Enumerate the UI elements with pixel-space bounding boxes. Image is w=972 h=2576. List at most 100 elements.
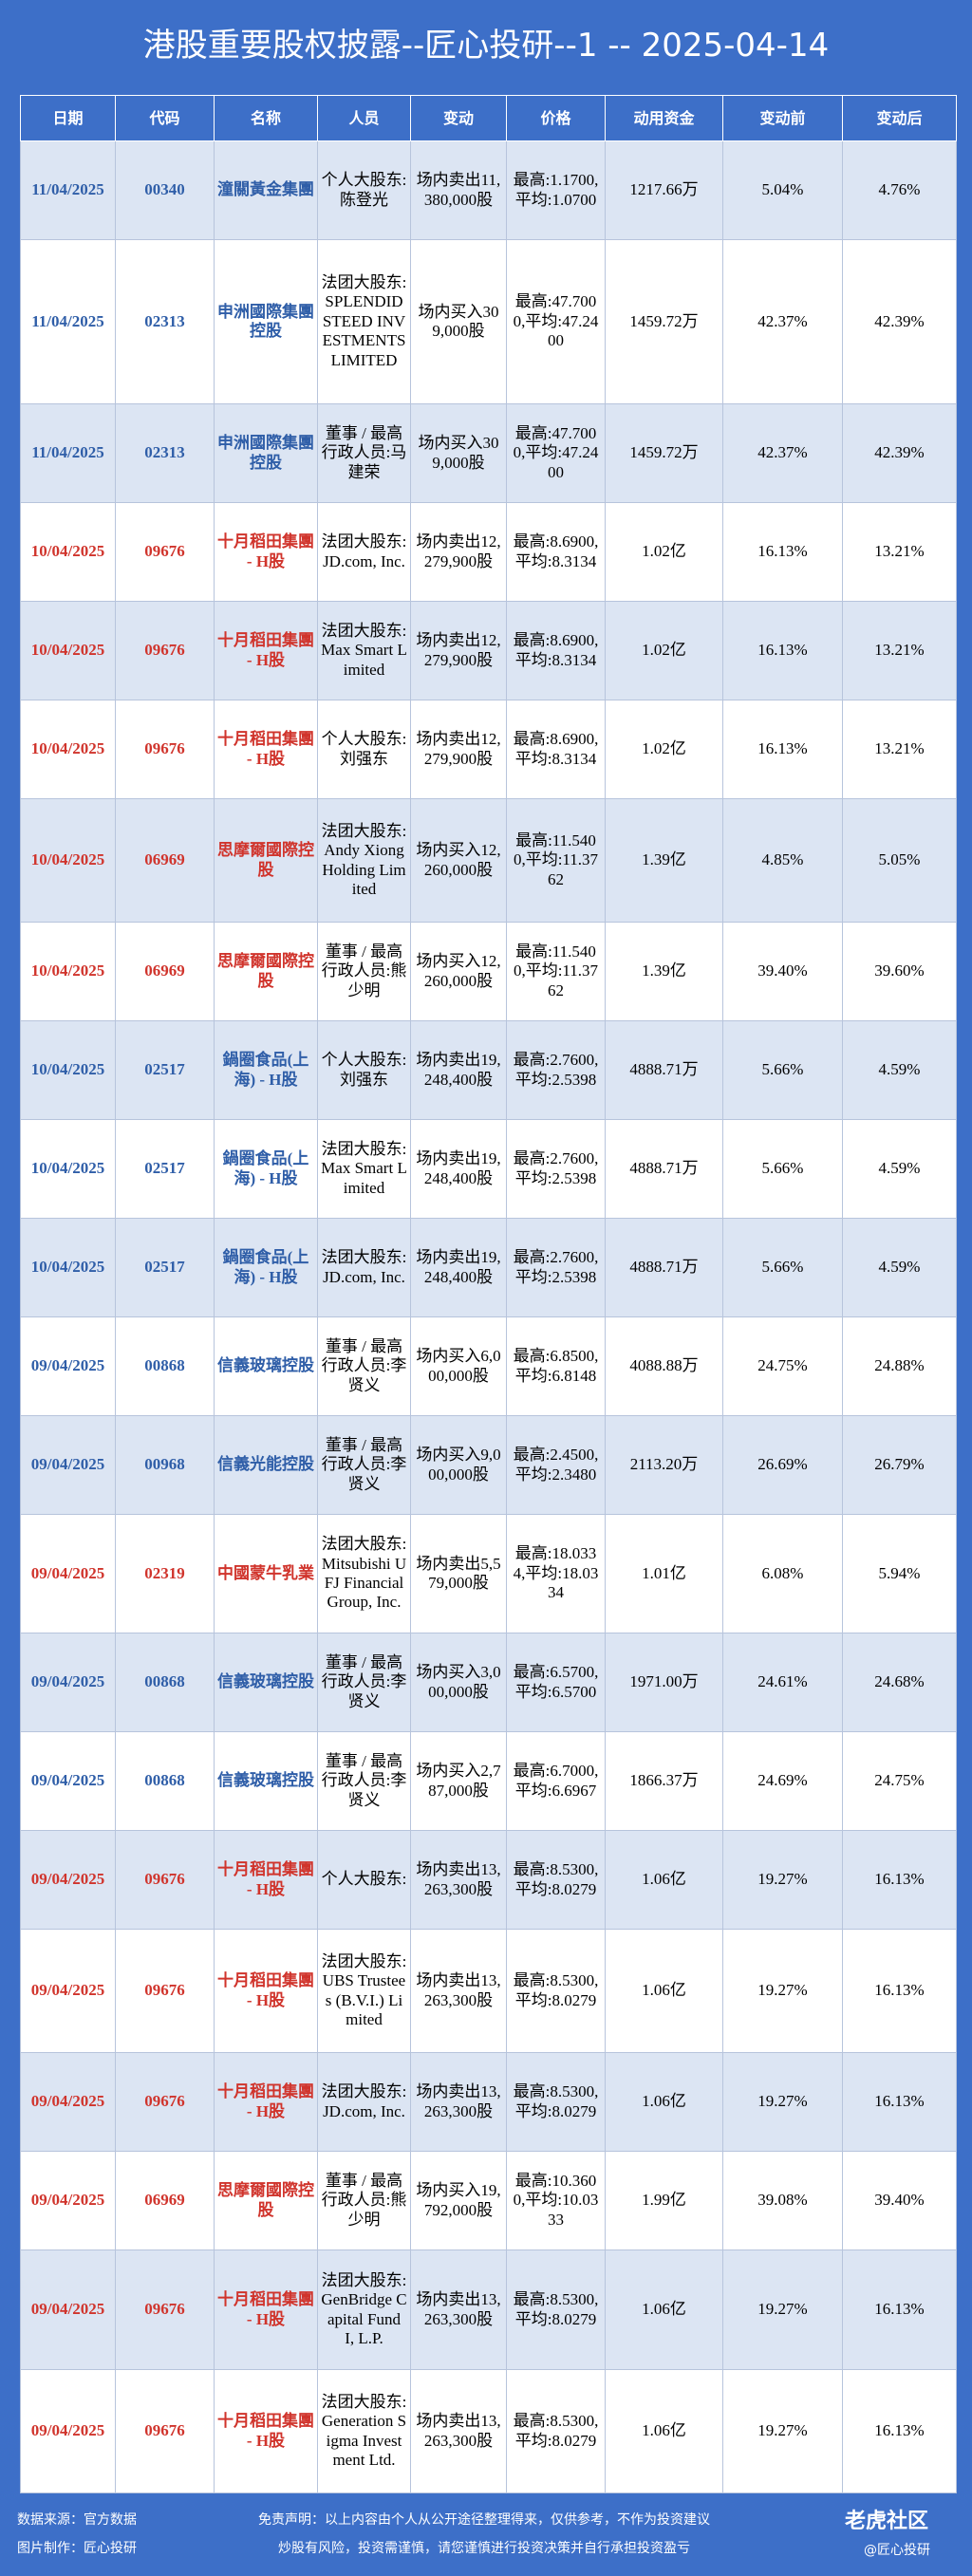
table-cell: 10/04/2025: [20, 1119, 116, 1219]
table-cell: 24.88%: [842, 1316, 957, 1416]
table-cell: 09676: [115, 2249, 215, 2370]
table-cell: 最高:11.5400,平均:11.3762: [506, 922, 606, 1021]
table-cell: 13.21%: [842, 502, 957, 602]
maker: 图片制作：匠心投研: [17, 2541, 137, 2556]
table-cell: 思摩爾國際控股: [214, 798, 318, 923]
table-cell: 09/04/2025: [20, 1415, 116, 1515]
table-cell: 1.06亿: [605, 2369, 723, 2493]
table-cell: 场内买入309,000股: [410, 403, 507, 503]
table-cell: 1.02亿: [605, 601, 723, 700]
table-cell: 24.75%: [842, 1731, 957, 1831]
table-cell: 场内买入309,000股: [410, 239, 507, 404]
header-cell: 变动: [410, 95, 507, 141]
table-cell: 09/04/2025: [20, 2052, 116, 2152]
table-cell: 39.40%: [722, 922, 843, 1021]
table-cell: 董事 / 最高行政人员:李贤义: [317, 1316, 411, 1416]
table-cell: 1.02亿: [605, 700, 723, 799]
table-cell: 中國蒙牛乳業: [214, 1514, 318, 1633]
header-cell: 名称: [214, 95, 318, 141]
table-cell: 2113.20万: [605, 1415, 723, 1515]
table-cell: 法团大股东:Andy Xiong Holding Limited: [317, 798, 411, 923]
table-cell: 06969: [115, 798, 215, 923]
table-cell: 1.06亿: [605, 2052, 723, 2152]
table-cell: 最高:6.7000,平均:6.6967: [506, 1731, 606, 1831]
table: 日期 代码 名称 人员 变动 价格 动用资金 变动前 变动后 11/04/2025 00340 潼關黃…: [20, 95, 957, 2493]
table-cell: 10/04/2025: [20, 502, 116, 602]
footer: 数据来源：官方数据 图片制作：匠心投研 免责声明：以上内容由个人从公开途径整理得…: [0, 2494, 972, 2576]
table-cell: 16.13%: [842, 2369, 957, 2493]
table-row: 11/04/2025 02313 申洲國際集團控股 法团大股东:SPLENDID ST…: [20, 239, 957, 404]
table-cell: 最高:2.4500,平均:2.3480: [506, 1415, 606, 1515]
header-cell: 动用资金: [605, 95, 723, 141]
table-cell: 场内卖出13,263,300股: [410, 1830, 507, 1930]
table-cell: 场内买入3,000,000股: [410, 1633, 507, 1732]
table-cell: 00340: [115, 140, 215, 240]
table-cell: 最高:8.5300,平均:8.0279: [506, 1830, 606, 1930]
table-cell: 鍋圈食品(上海) - H股: [214, 1218, 318, 1317]
table-cell: 最高:8.5300,平均:8.0279: [506, 2369, 606, 2493]
table-cell: 最高:8.6900,平均:8.3134: [506, 601, 606, 700]
table-cell: 法团大股东:Max Smart Limited: [317, 1119, 411, 1219]
table-cell: 法团大股东:JD.com, Inc.: [317, 502, 411, 602]
handle: @匠心投研: [864, 2543, 930, 2558]
table-cell: 42.37%: [722, 403, 843, 503]
table-cell: 场内买入9,000,000股: [410, 1415, 507, 1515]
table-row: 10/04/2025 09676 十月稻田集團 - H股 法团大股东:JD.com, …: [20, 502, 957, 602]
table-cell: 19.27%: [722, 1929, 843, 2053]
table-cell: 法团大股东:Max Smart Limited: [317, 601, 411, 700]
table-row: 09/04/2025 09676 十月稻田集團 - H股 法团大股东:JD.com, …: [20, 2052, 957, 2152]
table-cell: 场内卖出12,279,900股: [410, 700, 507, 799]
table-cell: 26.69%: [722, 1415, 843, 1515]
table-cell: 法团大股东:JD.com, Inc.: [317, 2052, 411, 2152]
table-cell: 24.75%: [722, 1316, 843, 1416]
table-cell: 董事 / 最高行政人员:马建荣: [317, 403, 411, 503]
table-cell: 十月稻田集團 - H股: [214, 2249, 318, 2370]
table-cell: 个人大股东:陈登光: [317, 140, 411, 240]
table-cell: 42.39%: [842, 239, 957, 404]
table-cell: 1.99亿: [605, 2151, 723, 2250]
table-cell: 1.06亿: [605, 1929, 723, 2053]
table-cell: 董事 / 最高行政人员:熊少明: [317, 2151, 411, 2250]
table-cell: 信義光能控股: [214, 1415, 318, 1515]
table-cell: 1971.00万: [605, 1633, 723, 1732]
table-row: 09/04/2025 00868 信義玻璃控股 董事 / 最高行政人员:李贤义 场内买入…: [20, 1633, 957, 1732]
table-cell: 最高:2.7600,平均:2.5398: [506, 1020, 606, 1120]
table-row: 10/04/2025 06969 思摩爾國際控股 董事 / 最高行政人员:熊少明 场内买…: [20, 922, 957, 1021]
table-cell: 十月稻田集團 - H股: [214, 502, 318, 602]
table-cell: 16.13%: [722, 502, 843, 602]
table-cell: 董事 / 最高行政人员:熊少明: [317, 922, 411, 1021]
table-row: 10/04/2025 06969 思摩爾國際控股 法团大股东:Andy Xiong H…: [20, 798, 957, 923]
table-cell: 场内卖出13,263,300股: [410, 2052, 507, 2152]
table-cell: 10/04/2025: [20, 700, 116, 799]
table-row: 09/04/2025 00868 信義玻璃控股 董事 / 最高行政人员:李贤义 场内买入…: [20, 1316, 957, 1416]
table-cell: 4.59%: [842, 1119, 957, 1219]
table-cell: 个人大股东:: [317, 1830, 411, 1930]
table-cell: 19.27%: [722, 2052, 843, 2152]
table-row: 10/04/2025 02517 鍋圈食品(上海) - H股 法团大股东:Max Sm…: [20, 1119, 957, 1219]
table-cell: 场内卖出19,248,400股: [410, 1119, 507, 1219]
table-cell: 1866.37万: [605, 1731, 723, 1831]
header-cell: 代码: [115, 95, 215, 141]
table-cell: 法团大股东:JD.com, Inc.: [317, 1218, 411, 1317]
table-cell: 最高:8.5300,平均:8.0279: [506, 2249, 606, 2370]
table-cell: 00868: [115, 1316, 215, 1416]
table-cell: 09676: [115, 1830, 215, 1930]
table-cell: 09/04/2025: [20, 1830, 116, 1930]
table-cell: 最高:8.6900,平均:8.3134: [506, 502, 606, 602]
table-cell: 6.08%: [722, 1514, 843, 1633]
table-cell: 10/04/2025: [20, 922, 116, 1021]
table-cell: 4888.71万: [605, 1218, 723, 1317]
table-cell: 00868: [115, 1731, 215, 1831]
table-cell: 1459.72万: [605, 403, 723, 503]
table-cell: 最高:6.5700,平均:6.5700: [506, 1633, 606, 1732]
table-cell: 最高:11.5400,平均:11.3762: [506, 798, 606, 923]
table-cell: 信義玻璃控股: [214, 1731, 318, 1831]
table-cell: 09/04/2025: [20, 1731, 116, 1831]
table-row: 10/04/2025 02517 鍋圈食品(上海) - H股 法团大股东:JD.com…: [20, 1218, 957, 1317]
table-cell: 法团大股东:Mitsubishi UFJ Financial Group, In…: [317, 1514, 411, 1633]
table-cell: 4.85%: [722, 798, 843, 923]
table-cell: 1.02亿: [605, 502, 723, 602]
table-cell: 5.66%: [722, 1020, 843, 1120]
disclaimer: 免责声明：以上内容由个人从公开途径整理得来，仅供参考，不作为投资建议: [258, 2512, 710, 2528]
